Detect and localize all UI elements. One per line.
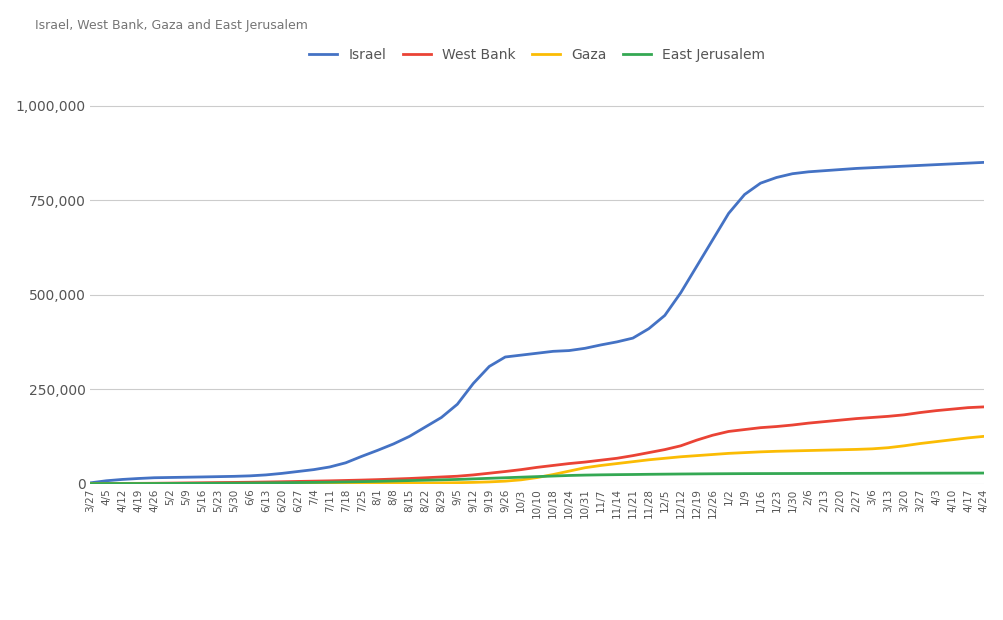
Legend: Israel, West Bank, Gaza, East Jerusalem: Israel, West Bank, Gaza, East Jerusalem: [304, 42, 769, 68]
Line: West Bank: West Bank: [90, 407, 983, 484]
West Bank: [706, 432, 718, 439]
Gaza: [706, 451, 718, 458]
Israel: [84, 479, 96, 487]
West Bank: [132, 480, 144, 487]
Israel: [116, 476, 128, 483]
Gaza: [690, 452, 702, 459]
West Bank: [690, 436, 702, 444]
East Jerusalem: [132, 480, 144, 487]
West Bank: [466, 471, 478, 479]
West Bank: [116, 480, 128, 487]
Gaza: [977, 433, 989, 440]
Gaza: [323, 480, 335, 487]
Israel: [977, 159, 989, 166]
Israel: [466, 379, 478, 387]
Line: Gaza: Gaza: [90, 436, 983, 484]
Israel: [706, 236, 718, 244]
East Jerusalem: [977, 469, 989, 477]
West Bank: [323, 477, 335, 485]
Gaza: [132, 480, 144, 487]
Line: Israel: Israel: [90, 162, 983, 483]
East Jerusalem: [323, 479, 335, 486]
East Jerusalem: [84, 480, 96, 487]
East Jerusalem: [466, 475, 478, 482]
East Jerusalem: [706, 470, 718, 477]
Israel: [323, 463, 335, 471]
West Bank: [977, 403, 989, 410]
Israel: [132, 475, 144, 482]
Gaza: [84, 480, 96, 487]
East Jerusalem: [116, 480, 128, 487]
Gaza: [466, 479, 478, 486]
Text: Israel, West Bank, Gaza and East Jerusalem: Israel, West Bank, Gaza and East Jerusal…: [35, 19, 308, 32]
Israel: [690, 263, 702, 270]
East Jerusalem: [690, 470, 702, 477]
Gaza: [116, 480, 128, 487]
Line: East Jerusalem: East Jerusalem: [90, 473, 983, 484]
West Bank: [84, 480, 96, 487]
